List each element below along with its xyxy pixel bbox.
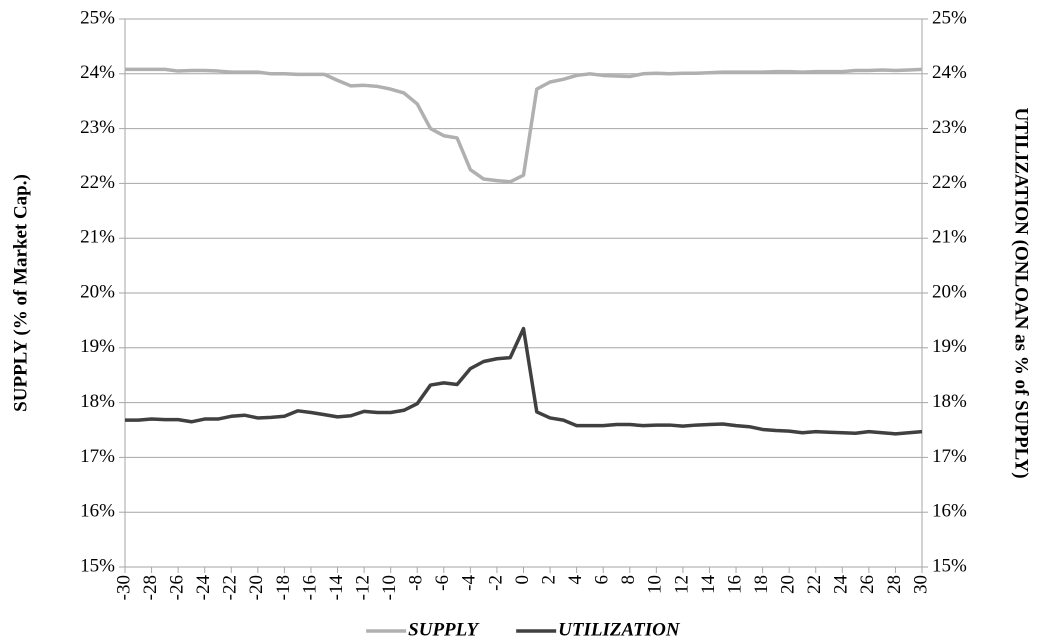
x-tick-label: 8	[618, 575, 639, 585]
x-tick-label: -30	[113, 575, 134, 600]
x-tick-label: -28	[140, 575, 161, 600]
x-tick-label: -8	[406, 575, 427, 591]
x-tick-label: -22	[220, 575, 241, 600]
x-tick-label: 12	[671, 575, 692, 594]
x-tick-label: -10	[379, 575, 400, 600]
y-tick-label: 23%	[80, 117, 115, 138]
y-tick-label: 24%	[80, 62, 115, 83]
y2-tick-label: 17%	[932, 446, 967, 467]
x-tick-label: 6	[592, 575, 613, 585]
x-tick-label: 26	[857, 575, 878, 594]
x-tick-label: 10	[645, 575, 666, 594]
y2-tick-label: 19%	[932, 336, 967, 357]
y2-axis-title: UTILIZATION (ONLOAN as % of SUPPLY)	[1011, 107, 1032, 478]
x-tick-label: -24	[193, 575, 214, 601]
x-tick-label: 30	[910, 575, 931, 594]
x-tick-label: -16	[299, 575, 320, 600]
y-tick-label: 16%	[80, 501, 115, 522]
x-tick-label: -26	[166, 575, 187, 600]
y2-tick-label: 24%	[932, 62, 967, 83]
y2-tick-label: 25%	[932, 7, 967, 28]
x-tick-label: -20	[246, 575, 267, 600]
y2-tick-label: 18%	[932, 391, 967, 412]
x-tick-label: 18	[751, 575, 772, 594]
y2-tick-label: 22%	[932, 172, 967, 193]
x-tick-label: 16	[724, 575, 745, 594]
y2-tick-label: 23%	[932, 117, 967, 138]
legend-label: SUPPLY	[408, 619, 480, 640]
y-tick-label: 19%	[80, 336, 115, 357]
y2-tick-label: 16%	[932, 501, 967, 522]
y-tick-label: 20%	[80, 281, 115, 302]
x-tick-label: 4	[565, 575, 586, 585]
y-tick-label: 22%	[80, 172, 115, 193]
x-tick-label: 14	[698, 575, 719, 595]
x-tick-label: -18	[273, 575, 294, 600]
series-line	[125, 326, 923, 436]
x-tick-label: 22	[804, 575, 825, 594]
y2-tick-label: 20%	[932, 281, 967, 302]
x-tick-label: 28	[884, 575, 905, 594]
y2-tick-label: 21%	[932, 227, 967, 248]
y-tick-label: 25%	[80, 7, 115, 28]
legend-label: UTILIZATION	[558, 619, 681, 640]
y2-tick-label: 15%	[932, 555, 967, 576]
legend: SUPPLY UTILIZATION	[366, 619, 681, 640]
x-tick-label: 24	[831, 575, 852, 595]
y-axis-title: SUPPLY (% of Market Cap.)	[10, 174, 31, 412]
x-tick-label: -4	[459, 575, 480, 591]
x-tick-label: -6	[432, 575, 453, 591]
series-line	[125, 67, 923, 184]
x-tick-label: 0	[512, 575, 533, 585]
y-tick-label: 21%	[80, 227, 115, 248]
x-tick-label: -14	[326, 575, 347, 601]
x-tick-label: -12	[352, 575, 373, 600]
x-tick-label: 20	[778, 575, 799, 594]
y-tick-label: 17%	[80, 446, 115, 467]
y-tick-label: 18%	[80, 391, 115, 412]
x-tick-label: -2	[485, 575, 506, 591]
x-tick-label: 2	[538, 575, 559, 585]
y-tick-label: 15%	[80, 555, 115, 576]
